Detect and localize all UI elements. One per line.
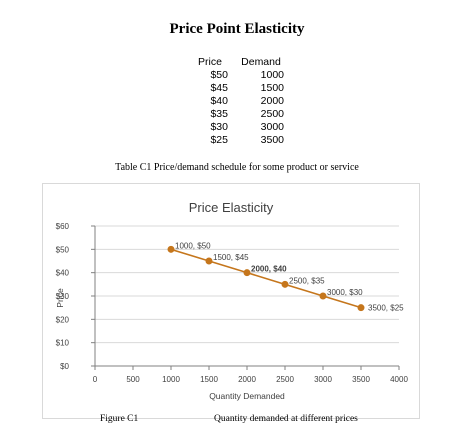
column-header-price: Price xyxy=(198,56,222,68)
x-tick-label: 1500 xyxy=(200,375,218,384)
table-row: $30 3000 xyxy=(188,121,290,134)
table-row: $45 1500 xyxy=(188,82,290,95)
data-label: 1000, $50 xyxy=(175,241,211,250)
table-cell-price: $35 xyxy=(210,108,228,120)
table-cell-demand: 2500 xyxy=(260,108,284,120)
data-label: 1500, $45 xyxy=(213,253,249,262)
table-cell-price: $45 xyxy=(210,82,228,94)
data-point xyxy=(281,280,289,288)
data-point xyxy=(319,292,327,300)
x-tick-label: 2000 xyxy=(238,375,256,384)
x-tick-label: 0 xyxy=(93,375,98,384)
price-demand-table: Price Demand $50 1000 $45 1500 $40 2000 … xyxy=(188,56,290,147)
y-tick-label: $60 xyxy=(56,222,70,231)
data-point xyxy=(357,304,365,312)
y-tick-label: $50 xyxy=(56,245,70,254)
y-tick-labels: $0 $10 $20 $30 $40 $50 $60 xyxy=(56,222,70,371)
y-tick-label: $0 xyxy=(60,362,69,371)
table-caption: Table C1 Price/demand schedule for some … xyxy=(115,162,359,173)
y-tick-label: $30 xyxy=(56,292,70,301)
data-label: 3500, $25 xyxy=(368,304,404,313)
axes xyxy=(91,225,400,370)
series-line xyxy=(170,248,362,309)
page-title: Price Point Elasticity xyxy=(169,21,305,37)
y-tick-label: $10 xyxy=(56,339,70,348)
data-point xyxy=(205,257,213,265)
figure-label: Figure C1 xyxy=(100,414,139,424)
figure-caption: Quantity demanded at different prices xyxy=(214,414,358,424)
x-tick-labels: 0 500 1000 1500 2000 2500 3000 3500 4000 xyxy=(93,375,409,384)
chart-frame: Price Elasticity 0 500 1000 1500 2000 2500 300… xyxy=(42,183,420,419)
table-cell-demand: 1000 xyxy=(260,69,284,81)
table-cell-demand: 1500 xyxy=(260,82,284,94)
table-cell-price: $30 xyxy=(210,121,228,133)
table-row: $35 2500 xyxy=(188,108,290,121)
y-tick-label: $40 xyxy=(56,269,70,278)
data-point xyxy=(243,269,251,277)
data-label: 3000, $30 xyxy=(327,288,363,297)
price-elasticity-chart: Price Elasticity 0 500 1000 1500 2000 2500 300… xyxy=(55,200,409,401)
table-cell-price: $25 xyxy=(210,134,228,146)
table-row: $50 1000 xyxy=(188,69,290,82)
x-axis-label: Quantity Demanded xyxy=(209,391,285,401)
x-tick-label: 3000 xyxy=(314,375,332,384)
x-tick-label: 1000 xyxy=(162,375,180,384)
table-cell-price: $40 xyxy=(210,95,228,107)
table-cell-price: $50 xyxy=(210,69,228,81)
chart-title: Price Elasticity xyxy=(189,200,274,215)
y-axis-label: Price xyxy=(55,288,65,308)
series-points xyxy=(167,245,365,312)
x-tick-label: 3500 xyxy=(352,375,370,384)
table-header-row: Price Demand xyxy=(188,56,290,69)
x-tick-label: 500 xyxy=(126,375,140,384)
x-tick-label: 2500 xyxy=(276,375,294,384)
x-tick-label: 4000 xyxy=(390,375,408,384)
table-cell-demand: 3500 xyxy=(260,134,284,146)
data-label: 2500, $35 xyxy=(289,276,325,285)
table-row: $25 3500 xyxy=(188,134,290,147)
table-row: $40 2000 xyxy=(188,95,290,108)
table-cell-demand: 3000 xyxy=(260,121,284,133)
column-header-demand: Demand xyxy=(241,56,281,68)
gridlines xyxy=(95,225,399,344)
data-point xyxy=(167,245,175,253)
data-label: 2000, $40 xyxy=(251,265,287,274)
series-line-path xyxy=(170,248,362,309)
table-cell-demand: 2000 xyxy=(260,95,284,107)
y-tick-label: $20 xyxy=(56,315,70,324)
